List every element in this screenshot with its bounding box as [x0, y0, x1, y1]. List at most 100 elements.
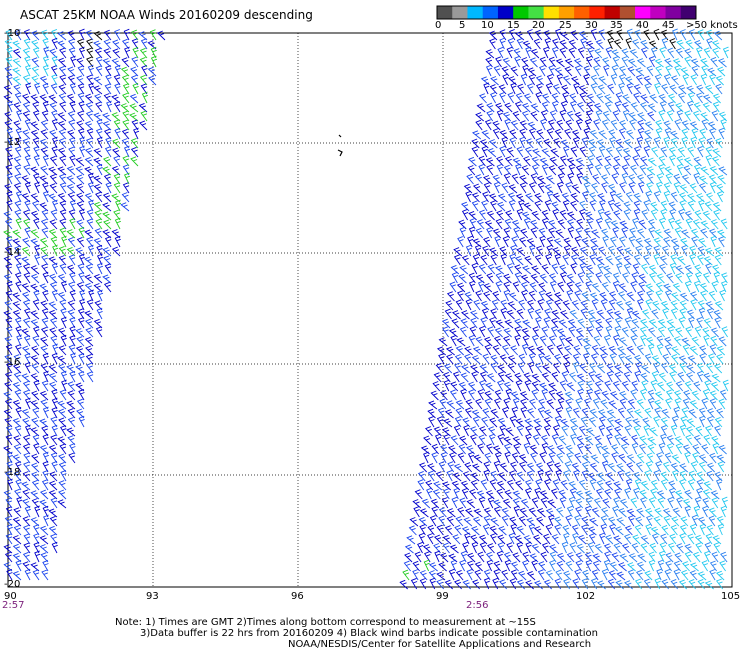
wind-barb: [7, 478, 14, 491]
wind-barb: [556, 73, 563, 86]
wind-barb: [714, 316, 721, 329]
wind-barb: [688, 578, 697, 590]
wind-barb: [676, 255, 686, 266]
wind-barb: [504, 489, 513, 500]
wind-barb: [665, 552, 674, 563]
wind-barb: [32, 110, 40, 122]
colorbar-segment: [680, 6, 697, 19]
wind-barb: [551, 433, 558, 446]
wind-barb: [524, 255, 533, 266]
wind-barb: [700, 166, 710, 176]
wind-barb: [473, 508, 483, 518]
wind-barb: [574, 514, 581, 527]
wind-barb: [600, 174, 609, 185]
wind-barb: [30, 229, 40, 239]
wind-barb: [522, 319, 532, 329]
wind-barb: [581, 190, 589, 203]
wind-barb: [112, 39, 121, 50]
wind-barb: [21, 408, 31, 419]
wind-barb: [93, 112, 103, 122]
wind-barb: [424, 551, 431, 563]
wind-barb: [503, 551, 512, 563]
wind-barb: [612, 280, 619, 293]
wind-barb: [705, 262, 712, 275]
wind-barb: [42, 82, 49, 95]
wind-barb: [22, 434, 31, 446]
wind-barb: [653, 415, 660, 428]
wind-barb: [648, 318, 658, 329]
wind-barb: [122, 155, 130, 167]
wind-barb: [713, 271, 720, 284]
wind-barb: [674, 489, 684, 500]
wind-barb: [608, 345, 618, 356]
wind-barb: [535, 91, 542, 104]
wind-barb: [486, 110, 494, 122]
wind-barb: [643, 237, 653, 248]
wind-barb: [675, 102, 684, 113]
wind-barb: [708, 290, 716, 302]
wind-barb: [419, 570, 428, 581]
wind-barb: [584, 211, 594, 221]
wind-barb: [661, 245, 670, 257]
wind-barb: [454, 579, 463, 590]
wind-barb: [627, 562, 636, 572]
wind-barb: [465, 507, 474, 518]
wind-barb: [542, 533, 551, 545]
wind-barb: [566, 382, 576, 392]
wind-barb: [601, 568, 608, 581]
wind-barb: [40, 147, 49, 158]
wind-barb: [518, 299, 526, 311]
wind-barb: [633, 192, 642, 203]
wind-barb: [592, 553, 602, 563]
wind-barb: [554, 524, 561, 536]
wind-barb: [479, 371, 487, 383]
wind-barb: [460, 372, 469, 383]
wind-barb: [40, 326, 49, 338]
wind-barb: [657, 326, 665, 338]
wind-barb: [715, 578, 724, 590]
wind-barb: [678, 355, 688, 365]
wind-barb: [643, 199, 650, 212]
wind-barb: [619, 220, 629, 230]
wind-barb: [69, 443, 76, 455]
wind-barb: [594, 380, 603, 392]
wind-barb: [543, 30, 552, 41]
wind-barb: [647, 103, 657, 113]
wind-barb: [559, 271, 567, 284]
wind-barb: [626, 454, 636, 464]
wind-barb: [541, 101, 549, 113]
wind-barb: [620, 443, 628, 455]
wind-barb: [566, 452, 573, 464]
wind-barb: [506, 542, 513, 554]
wind-barb: [4, 371, 13, 383]
wind-barb: [681, 128, 689, 140]
wind-barb: [51, 406, 58, 419]
wind-barb: [486, 102, 495, 113]
wind-barb: [448, 568, 455, 581]
wind-barb: [571, 524, 579, 536]
wind-barb: [463, 183, 473, 194]
wind-barb: [4, 39, 13, 50]
wind-barb: [66, 183, 76, 194]
wind-barb: [689, 253, 696, 266]
wind-barb: [111, 229, 121, 239]
wind-barb: [613, 310, 623, 320]
wind-barb: [684, 380, 693, 392]
wind-barb: [645, 190, 652, 203]
wind-barb: [543, 579, 553, 590]
wind-barb: [584, 118, 591, 131]
wind-barb: [457, 290, 464, 302]
wind-barb: [530, 111, 539, 122]
wind-barb: [496, 201, 506, 212]
wind-barb: [568, 163, 575, 176]
wind-barb: [595, 272, 602, 284]
wind-barb: [427, 524, 435, 536]
wind-barb: [526, 29, 534, 41]
wind-barb: [404, 552, 413, 563]
wind-barb: [679, 300, 688, 311]
wind-barb: [31, 75, 40, 86]
wind-barb: [5, 497, 13, 509]
right-swath-wind-barbs: [399, 28, 729, 590]
wind-barb: [150, 55, 158, 68]
wind-barb: [13, 435, 22, 446]
